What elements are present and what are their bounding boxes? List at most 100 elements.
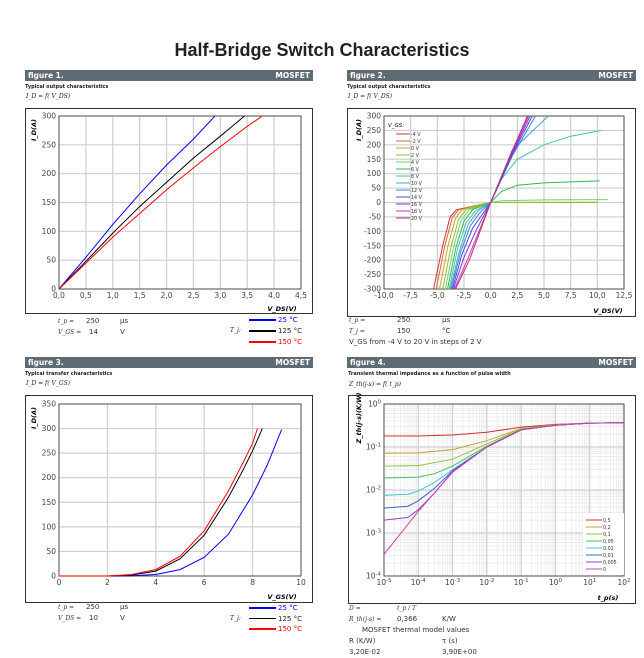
x-tick-label: 10-3 xyxy=(445,578,461,587)
legend-item: 25 °C xyxy=(249,315,302,326)
legend-item: 125 °C xyxy=(249,326,302,337)
legend-label: 25 °C xyxy=(278,316,298,324)
figure-info: t_p = 250 µs V_DS = 10 V xyxy=(58,602,128,624)
y-tick-label: -200 xyxy=(364,256,381,265)
series-line-25-C xyxy=(58,115,216,290)
figure-label: figure 2. xyxy=(350,71,386,80)
y-tick-label: 250 xyxy=(42,449,57,458)
y-tick-label: 250 xyxy=(42,140,57,149)
x-tick-label: -5,0 xyxy=(430,291,445,300)
legend: 25 °C 125 °C 150 °C xyxy=(249,315,302,348)
x-tick-label: 7,5 xyxy=(565,291,577,300)
legend-item: 125 °C xyxy=(249,614,302,625)
info-key: V_GS = xyxy=(58,329,82,336)
figure-label: figure 3. xyxy=(28,358,64,367)
x-tick-label: -2,5 xyxy=(457,291,472,300)
y-tick-label: 100 xyxy=(367,169,382,178)
y-tick-label: 100 xyxy=(42,227,57,236)
figure-label: figure 1. xyxy=(28,71,64,80)
legend-label: 150 °C xyxy=(278,338,302,346)
x-tick-label: 10-2 xyxy=(479,578,494,587)
info-value: 10 xyxy=(89,614,98,622)
x-tick-label: 10-4 xyxy=(411,578,427,587)
figure-tag: MOSFET xyxy=(598,71,633,80)
legend-label: 0,01 xyxy=(603,553,614,559)
legend-item: 150 °C xyxy=(249,337,302,348)
figure-tag: MOSFET xyxy=(275,71,310,80)
info-key: t_p = xyxy=(58,318,75,325)
legend-label: 20 V xyxy=(411,216,423,222)
figure-tag: MOSFET xyxy=(275,358,310,367)
info-key: T_j = xyxy=(349,328,365,335)
chart-frame xyxy=(25,395,313,603)
y-tick-label: 150 xyxy=(42,198,57,207)
y-tick-label: 0 xyxy=(376,198,381,207)
page-title: Half-Bridge Switch Characteristics xyxy=(174,40,470,60)
figure-subtitle: Typical transfer characteristics xyxy=(25,371,113,377)
info-key: t_p = xyxy=(58,604,75,611)
legend-label: 2 V xyxy=(411,153,420,159)
x-axis-label: V_DS(V) xyxy=(267,305,296,313)
figure-function: Z_th(j-s) = f( t_p) xyxy=(349,381,401,388)
legend-swatch xyxy=(249,319,276,321)
x-tick-label: 101 xyxy=(583,578,596,587)
figure-subtitle: Typical output characteristics xyxy=(347,84,431,90)
legend-item: 25 °C xyxy=(249,603,302,614)
series-line-150-C xyxy=(58,115,263,290)
y-tick-label: 300 xyxy=(367,112,382,121)
x-tick-label: 100 xyxy=(549,578,563,587)
x-tick-label: 10-1 xyxy=(514,578,529,587)
y-tick-label: -300 xyxy=(364,285,381,294)
info-unit: °C xyxy=(442,327,451,335)
x-axis-label: t_p(s) xyxy=(598,594,619,602)
legend: 25 °C 125 °C 150 °C xyxy=(249,603,302,635)
info-value: 250 xyxy=(86,317,100,325)
x-tick-label: 1,0 xyxy=(107,291,119,300)
info-value: t_p / T xyxy=(397,605,417,612)
legend-label: 0,2 xyxy=(603,525,611,531)
legend-label: -2 V xyxy=(411,139,421,145)
legend-title: T_j: xyxy=(230,327,241,334)
x-tick-label: 6 xyxy=(202,578,207,587)
y-tick-label: 0 xyxy=(51,572,56,581)
y-tick-label: 10-4 xyxy=(366,572,382,581)
y-tick-label: -50 xyxy=(369,212,381,221)
info-unit: µs xyxy=(442,316,451,324)
legend-label: 150 °C xyxy=(278,625,302,633)
figure-2-header: figure 2. MOSFET xyxy=(347,70,636,81)
info-unit: µs xyxy=(120,317,129,325)
legend-label: 10 V xyxy=(411,181,423,187)
legend-label: 0,1 xyxy=(603,532,611,538)
info-key: D = xyxy=(349,605,361,612)
legend-label: 4 V xyxy=(411,160,420,166)
series-line-125-C xyxy=(58,115,245,290)
series-line-0 xyxy=(383,422,625,555)
figure-info: t_p = 250 µs T_j = 150 °C V_GS from -4 V to … xyxy=(349,315,482,348)
x-tick-label: -7,5 xyxy=(403,291,418,300)
y-axis-label: I_D(A) xyxy=(355,119,363,141)
legend-item: 150 °C xyxy=(249,624,302,635)
series-line-150-C xyxy=(59,428,258,577)
y-axis-label: Z_th(j-s)(K/W) xyxy=(355,392,363,444)
x-tick-label: 0,0 xyxy=(485,291,497,300)
figure-function: I_D = f( V_DS) xyxy=(348,93,393,100)
x-tick-label: 5,0 xyxy=(538,291,550,300)
y-tick-label: 10-1 xyxy=(366,443,381,452)
chart-frame xyxy=(348,395,636,604)
legend-swatch xyxy=(249,330,276,332)
x-tick-label: 2,5 xyxy=(187,291,199,300)
y-tick-label: 150 xyxy=(42,498,57,507)
legend-swatch xyxy=(249,628,276,630)
legend-label: 14 V xyxy=(411,195,423,201)
y-tick-label: 150 xyxy=(367,155,382,164)
x-tick-label: 8 xyxy=(250,578,255,587)
x-tick-label: 0,5 xyxy=(80,291,92,300)
chart-frame xyxy=(25,108,313,314)
info-value: 250 xyxy=(397,316,411,324)
x-axis-label: V_GS(V) xyxy=(267,593,296,601)
info-value: 250 xyxy=(86,603,100,611)
series-line-14-V xyxy=(451,115,533,290)
y-tick-label: 100 xyxy=(42,522,57,531)
